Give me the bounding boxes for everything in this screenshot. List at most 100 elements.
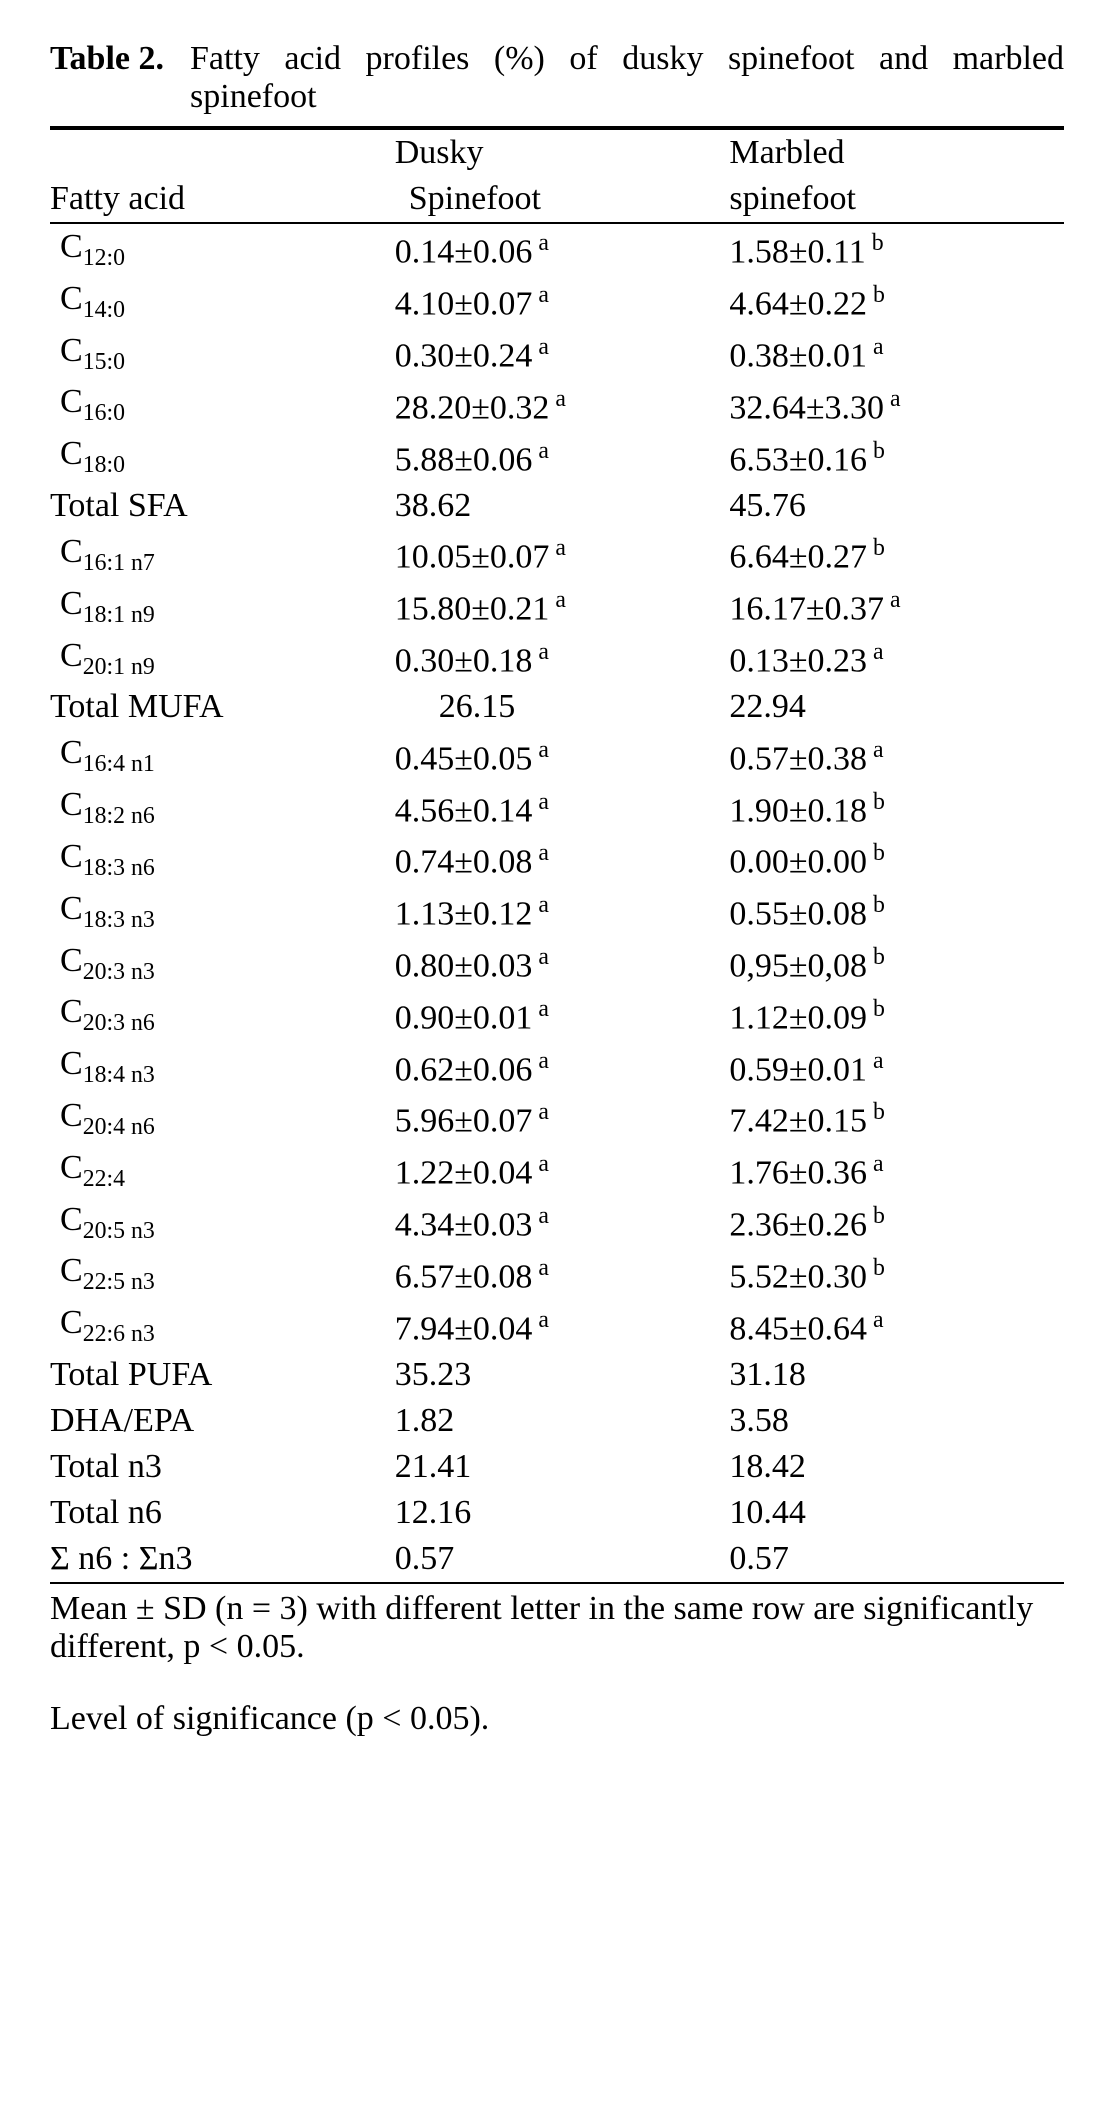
dusky-value: 0.45±0.05 a	[395, 730, 730, 782]
fatty-acid-label: C20:1 n9	[50, 633, 395, 685]
marbled-value: 31.18	[729, 1352, 1064, 1398]
dusky-value: 12.16	[395, 1490, 730, 1536]
table-row: C20:3 n30.80±0.03 a0,95±0,08 b	[50, 938, 1064, 990]
marbled-value: 1.76±0.36 a	[729, 1145, 1064, 1197]
dusky-value: 28.20±0.32 a	[395, 379, 730, 431]
dusky-value: 0.62±0.06 a	[395, 1041, 730, 1093]
header-dusky-1: Dusky	[395, 128, 730, 176]
dusky-value: 0.57	[395, 1536, 730, 1583]
marbled-value: 7.42±0.15 b	[729, 1093, 1064, 1145]
fatty-acid-label: C18:3 n3	[50, 886, 395, 938]
fatty-acid-label: C15:0	[50, 328, 395, 380]
marbled-value: 1.58±0.11 b	[729, 223, 1064, 276]
dusky-value: 7.94±0.04 a	[395, 1300, 730, 1352]
fatty-acid-label: C18:4 n3	[50, 1041, 395, 1093]
fatty-acid-label: C22:4	[50, 1145, 395, 1197]
marbled-value: 0,95±0,08 b	[729, 938, 1064, 990]
table-row: C18:05.88±0.06 a6.53±0.16 b	[50, 431, 1064, 483]
table-row: C20:3 n60.90±0.01 a1.12±0.09 b	[50, 989, 1064, 1041]
dusky-value: 15.80±0.21 a	[395, 581, 730, 633]
marbled-value: 8.45±0.64 a	[729, 1300, 1064, 1352]
marbled-value: 22.94	[729, 684, 1064, 730]
dusky-value: 0.30±0.18 a	[395, 633, 730, 685]
table-row: C20:1 n90.30±0.18 a0.13±0.23 a	[50, 633, 1064, 685]
caption-label: Table 2.	[50, 40, 190, 78]
dusky-value: 38.62	[395, 483, 730, 529]
marbled-value: 1.12±0.09 b	[729, 989, 1064, 1041]
fatty-acid-label: C20:3 n3	[50, 938, 395, 990]
table-row: C18:2 n64.56±0.14 a1.90±0.18 b	[50, 782, 1064, 834]
table-row: C18:3 n31.13±0.12 a0.55±0.08 b	[50, 886, 1064, 938]
table-row: C15:00.30±0.24 a0.38±0.01 a	[50, 328, 1064, 380]
marbled-value: 6.53±0.16 b	[729, 431, 1064, 483]
marbled-value: 4.64±0.22 b	[729, 276, 1064, 328]
marbled-value: 10.44	[729, 1490, 1064, 1536]
marbled-value: 0.13±0.23 a	[729, 633, 1064, 685]
dusky-value: 1.22±0.04 a	[395, 1145, 730, 1197]
table-row: C20:5 n34.34±0.03 a2.36±0.26 b	[50, 1197, 1064, 1249]
table-row: C14:04.10±0.07 a4.64±0.22 b	[50, 276, 1064, 328]
fatty-acid-label: Total MUFA	[50, 684, 395, 730]
table-row: C18:3 n60.74±0.08 a0.00±0.00 b	[50, 834, 1064, 886]
table-row: DHA/EPA1.823.58	[50, 1398, 1064, 1444]
dusky-value: 4.56±0.14 a	[395, 782, 730, 834]
dusky-value: 5.96±0.07 a	[395, 1093, 730, 1145]
table-row: Total SFA38.6245.76	[50, 483, 1064, 529]
marbled-value: 0.38±0.01 a	[729, 328, 1064, 380]
dusky-value: 1.13±0.12 a	[395, 886, 730, 938]
dusky-value: 4.34±0.03 a	[395, 1197, 730, 1249]
table-row: Σ n6 : Σn30.570.57	[50, 1536, 1064, 1583]
table-row: C16:1 n710.05±0.07 a6.64±0.27 b	[50, 529, 1064, 581]
marbled-value: 0.57±0.38 a	[729, 730, 1064, 782]
table-row: C16:028.20±0.32 a32.64±3.30 a	[50, 379, 1064, 431]
dusky-value: 4.10±0.07 a	[395, 276, 730, 328]
fatty-acid-label: C18:1 n9	[50, 581, 395, 633]
dusky-value: 10.05±0.07 a	[395, 529, 730, 581]
fatty-acid-label: C16:0	[50, 379, 395, 431]
header-marbled-2: spinefoot	[729, 176, 1064, 223]
fatty-acid-label: C20:4 n6	[50, 1093, 395, 1145]
table-row: Total n321.4118.42	[50, 1444, 1064, 1490]
table-row: Total PUFA35.2331.18	[50, 1352, 1064, 1398]
marbled-value: 0.00±0.00 b	[729, 834, 1064, 886]
dusky-value: 0.30±0.24 a	[395, 328, 730, 380]
dusky-value: 1.82	[395, 1398, 730, 1444]
fatty-acid-label: Σ n6 : Σn3	[50, 1536, 395, 1583]
footnote-2: Level of significance (p < 0.05).	[50, 1700, 1064, 1738]
dusky-value: 0.90±0.01 a	[395, 989, 730, 1041]
footnote-1: Mean ± SD (n = 3) with different letter …	[50, 1590, 1064, 1666]
fatty-acid-label: C22:5 n3	[50, 1248, 395, 1300]
table-row: C12:00.14±0.06 a1.58±0.11 b	[50, 223, 1064, 276]
header-dusky-2: Spinefoot	[395, 176, 730, 223]
marbled-value: 0.55±0.08 b	[729, 886, 1064, 938]
marbled-value: 32.64±3.30 a	[729, 379, 1064, 431]
fatty-acid-label: Total PUFA	[50, 1352, 395, 1398]
header-row-2: Fatty acid Spinefoot spinefoot	[50, 176, 1064, 223]
fatty-acid-label: C12:0	[50, 223, 395, 276]
marbled-value: 18.42	[729, 1444, 1064, 1490]
table-row: C18:1 n915.80±0.21 a16.17±0.37 a	[50, 581, 1064, 633]
table-row: Total MUFA26.1522.94	[50, 684, 1064, 730]
fatty-acid-label: DHA/EPA	[50, 1398, 395, 1444]
dusky-value: 6.57±0.08 a	[395, 1248, 730, 1300]
marbled-value: 3.58	[729, 1398, 1064, 1444]
dusky-value: 0.80±0.03 a	[395, 938, 730, 990]
header-fa-2: Fatty acid	[50, 176, 395, 223]
header-marbled-1: Marbled	[729, 128, 1064, 176]
table-row: C22:6 n37.94±0.04 a8.45±0.64 a	[50, 1300, 1064, 1352]
table-row: C22:5 n36.57±0.08 a5.52±0.30 b	[50, 1248, 1064, 1300]
dusky-value: 0.74±0.08 a	[395, 834, 730, 886]
dusky-value: 35.23	[395, 1352, 730, 1398]
table-caption: Table 2. Fatty acid profiles (%) of dusk…	[50, 40, 1064, 116]
fatty-acid-label: Total n6	[50, 1490, 395, 1536]
fatty-acid-label: C20:5 n3	[50, 1197, 395, 1249]
dusky-value: 0.14±0.06 a	[395, 223, 730, 276]
fatty-acid-table: Dusky Marbled Fatty acid Spinefoot spine…	[50, 126, 1064, 1584]
fatty-acid-label: Total SFA	[50, 483, 395, 529]
fatty-acid-label: C18:0	[50, 431, 395, 483]
table-row: Total n612.1610.44	[50, 1490, 1064, 1536]
fatty-acid-label: C14:0	[50, 276, 395, 328]
marbled-value: 16.17±0.37 a	[729, 581, 1064, 633]
marbled-value: 45.76	[729, 483, 1064, 529]
table-row: C18:4 n30.62±0.06 a0.59±0.01 a	[50, 1041, 1064, 1093]
